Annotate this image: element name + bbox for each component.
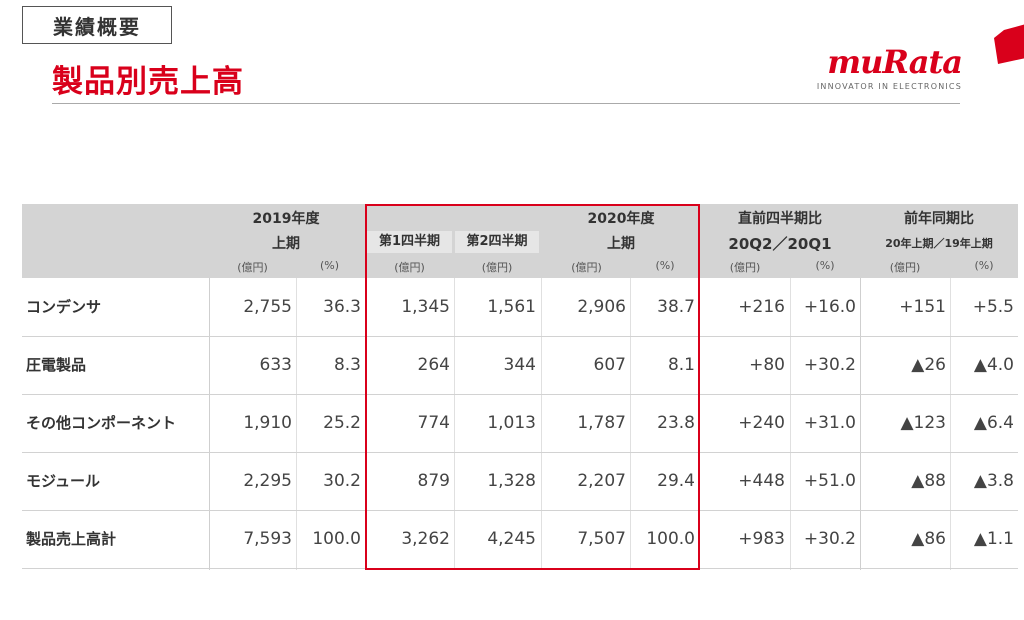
brand-corner-mark-icon (994, 24, 1024, 64)
cell-fy2020-amount: 7,507 (577, 529, 626, 549)
table-row: その他コンポーネント 1,910 25.2 774 1,013 1,787 23.8 +240… (22, 394, 1018, 453)
unit-label: (億円) (237, 261, 268, 274)
cell-fy2019-amount: 2,755 (243, 297, 292, 317)
col-qoq-period: 20Q2／20Q1 (728, 235, 832, 253)
cell-qoq-pct: +31.0 (803, 413, 856, 433)
cell-fy2019-amount: 633 (259, 355, 292, 375)
col-qoq: 直前四半期比 (738, 211, 822, 227)
table-row: 製品売上高計 7,593 100.0 3,262 4,245 7,507 100.0 +983… (22, 510, 1018, 569)
column-divider (860, 278, 861, 570)
unit-label: (%) (319, 259, 340, 272)
cell-fy2020-amount: 2,207 (577, 471, 626, 491)
row-label: 製品売上高計 (26, 530, 117, 548)
row-label: その他コンポーネント (26, 414, 177, 432)
cell-yoy-pct: +5.5 (972, 297, 1014, 317)
column-divider (630, 278, 631, 570)
cell-q2-amount: 344 (503, 355, 536, 375)
cell-yoy-pct: ▲4.0 (973, 355, 1014, 375)
unit-label: (億円) (481, 261, 513, 274)
cell-q2-amount: 4,245 (487, 529, 536, 549)
col-fy2020-period: 上期 (607, 236, 635, 252)
murata-logo: muRata INNOVATOR IN ELECTRONICS (812, 43, 963, 91)
cell-fy2019-share: 100.0 (312, 529, 361, 549)
column-divider (950, 278, 951, 570)
logo-tagline: INNOVATOR IN ELECTRONICS (816, 82, 962, 91)
cell-q1-amount: 879 (417, 471, 450, 491)
cell-fy2020-share: 23.8 (657, 413, 695, 433)
cell-fy2020-amount: 1,787 (577, 413, 626, 433)
col-fy2019: 2019年度 (252, 211, 320, 227)
cell-fy2020-share: 29.4 (657, 471, 695, 491)
section-tag: 業績概要 (22, 6, 172, 44)
logo-wordmark: muRata (827, 43, 963, 81)
cell-qoq-pct: +30.2 (803, 529, 856, 549)
cell-fy2020-share: 100.0 (646, 529, 695, 549)
table-row: コンデンサ 2,755 36.3 1,345 1,561 2,906 38.7 +216 +16… (22, 278, 1018, 337)
table-header: 2019年度 上期 (億円) (%) 第1四半期 第2四半期 (億円) (億円)… (22, 204, 1018, 278)
column-divider (209, 278, 210, 570)
row-label: 圧電製品 (26, 356, 87, 374)
table-row: 圧電製品 633 8.3 264 344 607 8.1 +80 +30.2 ▲26 ▲4.0 (22, 336, 1018, 395)
unit-label: (%) (655, 259, 675, 272)
cell-qoq-amount: +240 (738, 413, 785, 433)
column-divider (454, 278, 455, 570)
cell-yoy-pct: ▲1.1 (973, 529, 1014, 549)
unit-label: (%) (974, 259, 994, 272)
cell-yoy-amount: ▲123 (900, 413, 946, 433)
cell-yoy-amount: ▲26 (911, 355, 946, 375)
cell-yoy-pct: ▲6.4 (973, 413, 1014, 433)
cell-qoq-amount: +80 (749, 355, 785, 375)
cell-qoq-amount: +448 (738, 471, 785, 491)
title-divider (52, 103, 960, 104)
cell-qoq-pct: +16.0 (803, 297, 856, 317)
column-divider (296, 278, 297, 570)
cell-fy2019-amount: 1,910 (243, 413, 292, 433)
cell-q1-amount: 3,262 (401, 529, 450, 549)
row-label: モジュール (26, 472, 100, 490)
cell-fy2019-share: 30.2 (323, 471, 361, 491)
unit-label: (%) (815, 259, 835, 272)
cell-yoy-amount: +151 (899, 297, 946, 317)
table-row: モジュール 2,295 30.2 879 1,328 2,207 29.4 +448 +51.0… (22, 452, 1018, 511)
column-divider (541, 278, 542, 570)
cell-qoq-amount: +983 (738, 529, 785, 549)
cell-qoq-pct: +30.2 (803, 355, 856, 375)
cell-q1-amount: 774 (417, 413, 450, 433)
cell-fy2019-share: 36.3 (323, 297, 361, 317)
unit-label: (億円) (571, 261, 602, 274)
col-fy2019-period: 上期 (272, 236, 300, 252)
cell-yoy-amount: ▲88 (911, 471, 946, 491)
col-yoy-period: 20年上期／19年上期 (885, 237, 993, 250)
cell-fy2020-share: 8.1 (667, 355, 695, 375)
cell-q1-amount: 1,345 (401, 297, 450, 317)
cell-q2-amount: 1,013 (487, 413, 536, 433)
cell-fy2020-share: 38.7 (657, 297, 695, 317)
col-yoy: 前年同期比 (904, 211, 974, 227)
cell-fy2019-amount: 7,593 (243, 529, 292, 549)
cell-fy2019-share: 25.2 (323, 413, 361, 433)
cell-qoq-amount: +216 (738, 297, 785, 317)
unit-label: (億円) (729, 261, 761, 274)
col-q1: 第1四半期 (367, 231, 452, 253)
unit-label: (億円) (394, 261, 425, 274)
cell-q2-amount: 1,328 (487, 471, 536, 491)
page-title: 製品別売上高 (52, 64, 244, 100)
col-fy2020: 2020年度 (587, 211, 655, 227)
col-q2: 第2四半期 (455, 231, 539, 253)
cell-fy2019-share: 8.3 (333, 355, 361, 375)
cell-fy2020-amount: 2,906 (577, 297, 626, 317)
cell-fy2019-amount: 2,295 (243, 471, 292, 491)
column-divider (790, 278, 791, 570)
cell-fy2020-amount: 607 (593, 355, 626, 375)
cell-yoy-pct: ▲3.8 (973, 471, 1014, 491)
row-label: コンデンサ (26, 298, 102, 316)
unit-label: (億円) (889, 261, 921, 274)
cell-q1-amount: 264 (417, 355, 450, 375)
cell-yoy-amount: ▲86 (911, 529, 946, 549)
cell-qoq-pct: +51.0 (803, 471, 856, 491)
cell-q2-amount: 1,561 (487, 297, 536, 317)
